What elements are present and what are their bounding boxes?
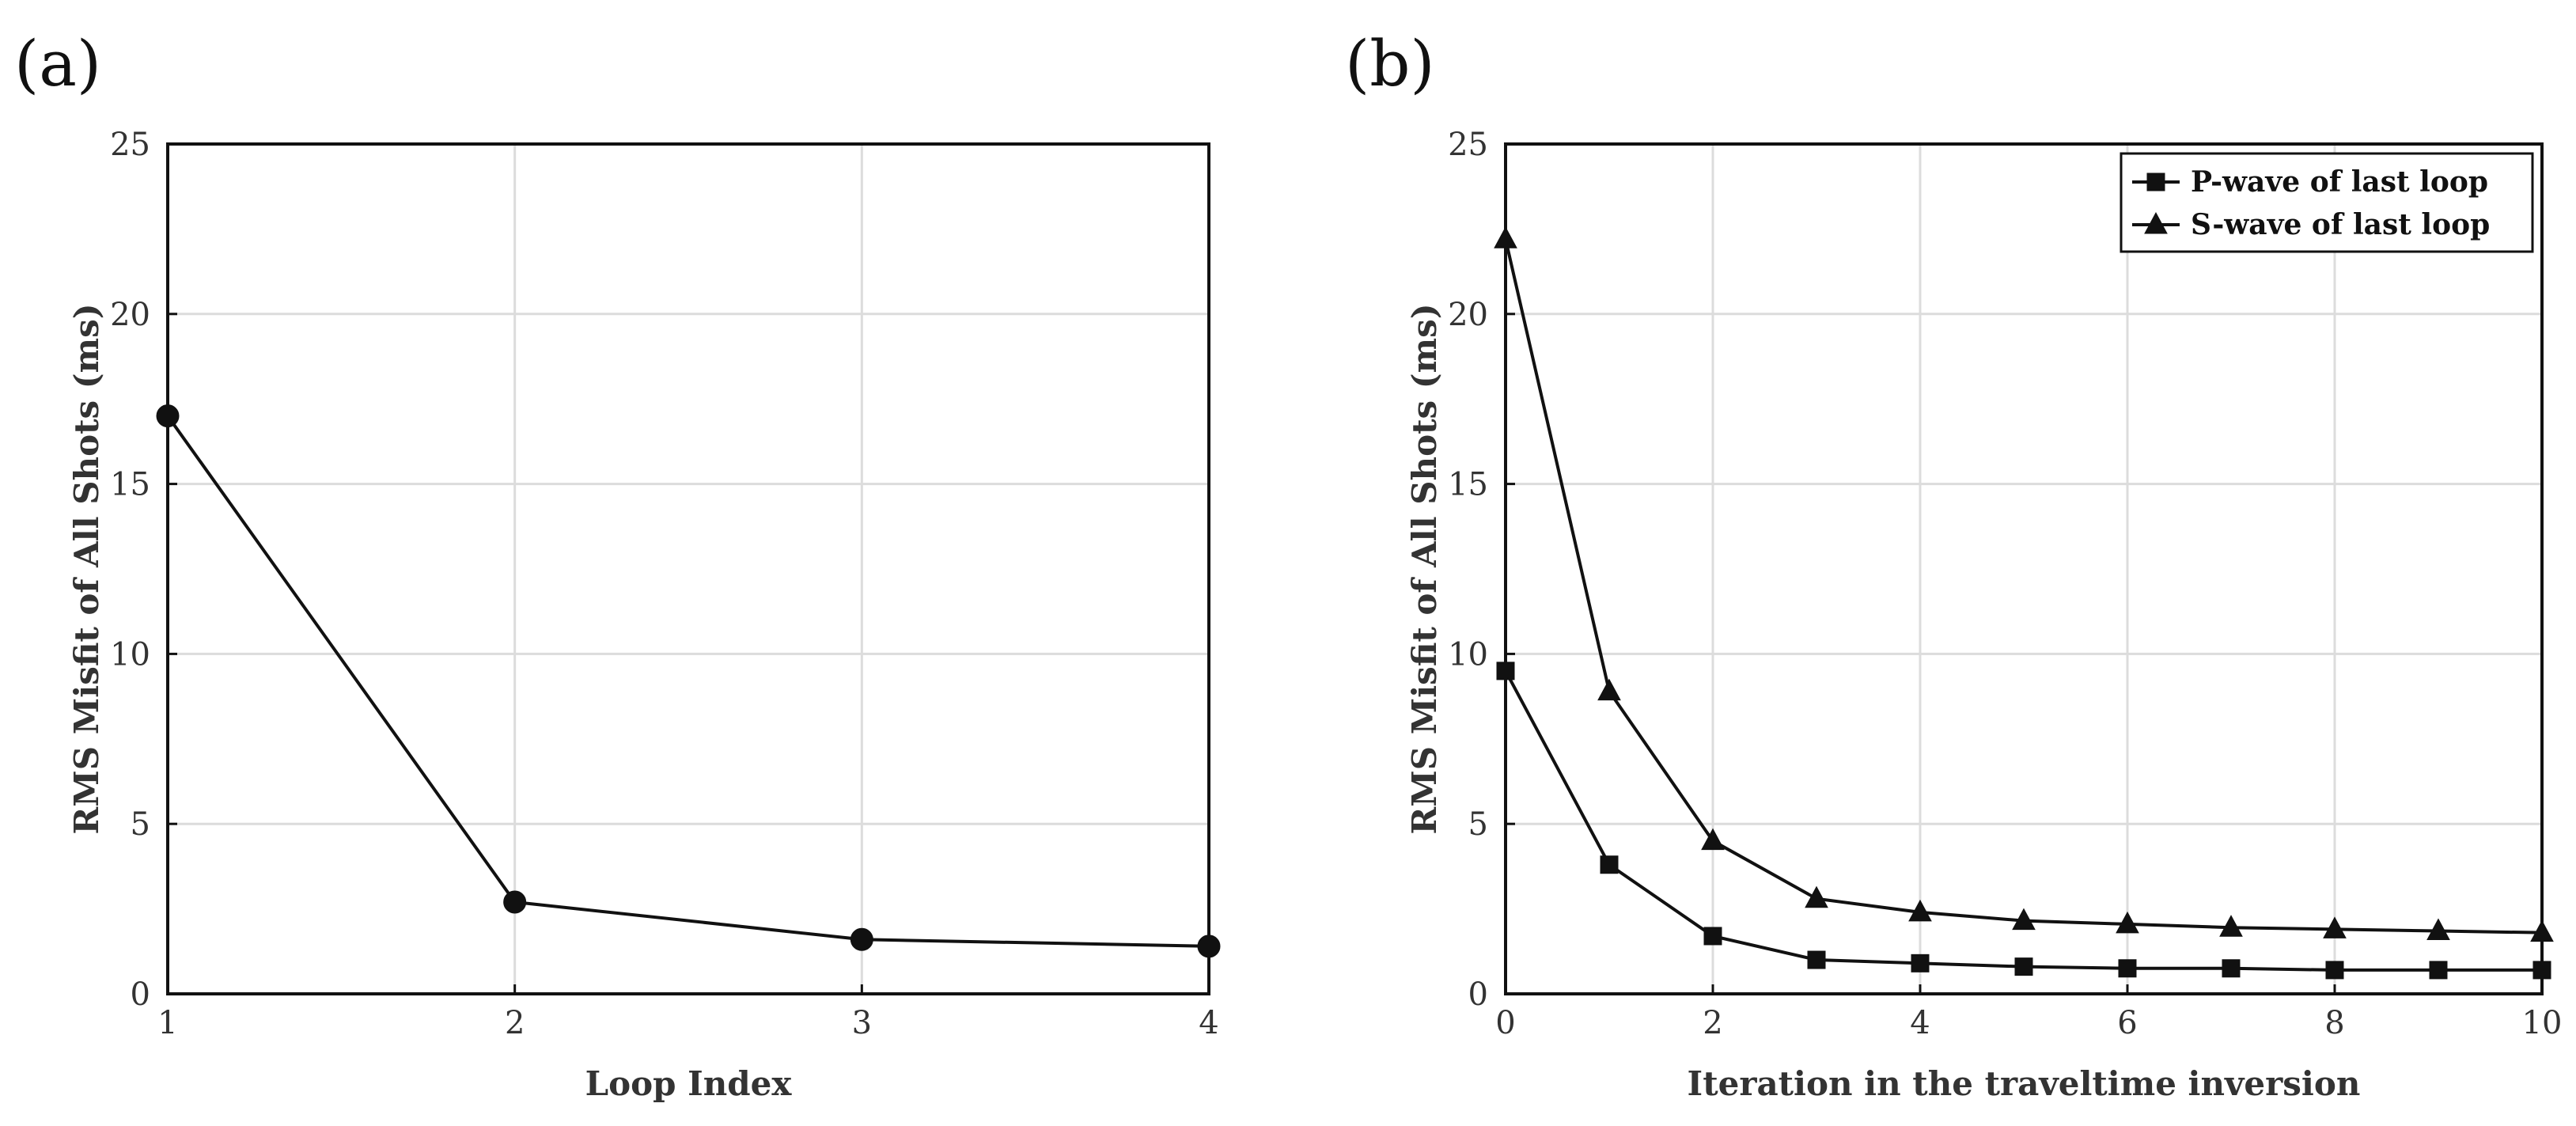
legend-marker: [2146, 173, 2165, 191]
data-point: [503, 890, 527, 914]
panel-b-legend: P-wave of last loop S-wave of last loop: [2120, 152, 2534, 253]
data-point: [2118, 959, 2137, 978]
series-line: [166, 415, 1210, 948]
panel-b-ticks: 0 2 4 6 8 10 0 5 10 15 20 25: [1448, 127, 2562, 1041]
data-point: [1600, 855, 1619, 874]
data-point: [2116, 911, 2139, 934]
panel-a-grid: [166, 142, 1210, 995]
data-point: [2429, 961, 2448, 980]
panel-a-x-axis-title: Loop Index: [585, 1064, 793, 1103]
panel-b-grid: [1504, 142, 2544, 995]
data-point: [2014, 957, 2033, 976]
legend-label: P-wave of last loop: [2191, 165, 2488, 199]
y-tick-label: 15: [1448, 467, 1488, 503]
data-point: [1911, 953, 1930, 972]
data-point: [2012, 908, 2036, 931]
panel-a-label: (a): [14, 27, 101, 100]
y-tick-label: 5: [131, 806, 150, 843]
y-tick-label: 5: [1468, 806, 1488, 843]
panel-a-frame: [166, 142, 1210, 995]
data-point: [2426, 918, 2450, 941]
legend-label: S-wave of last loop: [2191, 208, 2490, 241]
x-tick-label: 4: [1199, 1005, 1218, 1041]
data-point: [850, 927, 873, 951]
data-point: [1597, 678, 1621, 701]
y-tick-label: 10: [110, 636, 150, 673]
panel-b-frame: [1504, 142, 2544, 995]
data-point: [1805, 885, 1828, 908]
y-tick-label: 10: [1448, 636, 1488, 673]
data-point: [2219, 915, 2243, 937]
panel-a-y-axis-title: RMS Misfit of All Shots (ms): [67, 303, 106, 834]
x-tick-label: 6: [2117, 1005, 2137, 1041]
data-point: [1807, 950, 1826, 969]
panel-a: (a) 1 2 3 4 0 5 10 15 20 25 Loop Index RMS Misfit…: [14, 27, 1221, 1103]
series-line: [1504, 238, 2543, 935]
y-tick-label: 25: [1448, 127, 1488, 163]
data-point: [1703, 927, 1722, 946]
panel-b: (b) 0 2 4 6 8 10 0 5 10 15 20 25 Iteration in the t…: [1345, 27, 2562, 1103]
y-tick-label: 25: [110, 127, 150, 163]
data-point: [1908, 899, 1932, 922]
data-point: [2325, 961, 2344, 980]
x-tick-label: 2: [505, 1005, 525, 1041]
x-tick-label: 0: [1495, 1005, 1515, 1041]
x-tick-label: 1: [157, 1005, 177, 1041]
legend-box: [2120, 152, 2534, 253]
x-tick-label: 10: [2522, 1005, 2563, 1041]
panel-a-ticks: 1 2 3 4 0 5 10 15 20 25: [110, 127, 1219, 1041]
x-tick-label: 4: [1910, 1005, 1930, 1041]
panel-b-x-axis-title: Iteration in the traveltime inversion: [1688, 1064, 2361, 1103]
x-tick-label: 2: [1703, 1005, 1722, 1041]
data-point: [1701, 828, 1725, 851]
panel-a-series: [156, 404, 1221, 958]
y-tick-label: 15: [110, 467, 150, 503]
panel-b-label: (b): [1345, 27, 1435, 100]
y-tick-label: 20: [1448, 297, 1488, 333]
y-tick-label: 0: [131, 976, 150, 1013]
x-tick-label: 3: [852, 1005, 872, 1041]
x-tick-label: 8: [2324, 1005, 2344, 1041]
panel-b-series: [1494, 226, 2554, 980]
data-point: [2323, 916, 2347, 938]
panel-b-y-axis-title: RMS Misfit of All Shots (ms): [1405, 303, 1444, 834]
y-tick-label: 20: [110, 297, 150, 333]
y-tick-label: 0: [1468, 976, 1488, 1013]
data-point: [2222, 959, 2241, 978]
legend-marker: [2144, 211, 2168, 234]
